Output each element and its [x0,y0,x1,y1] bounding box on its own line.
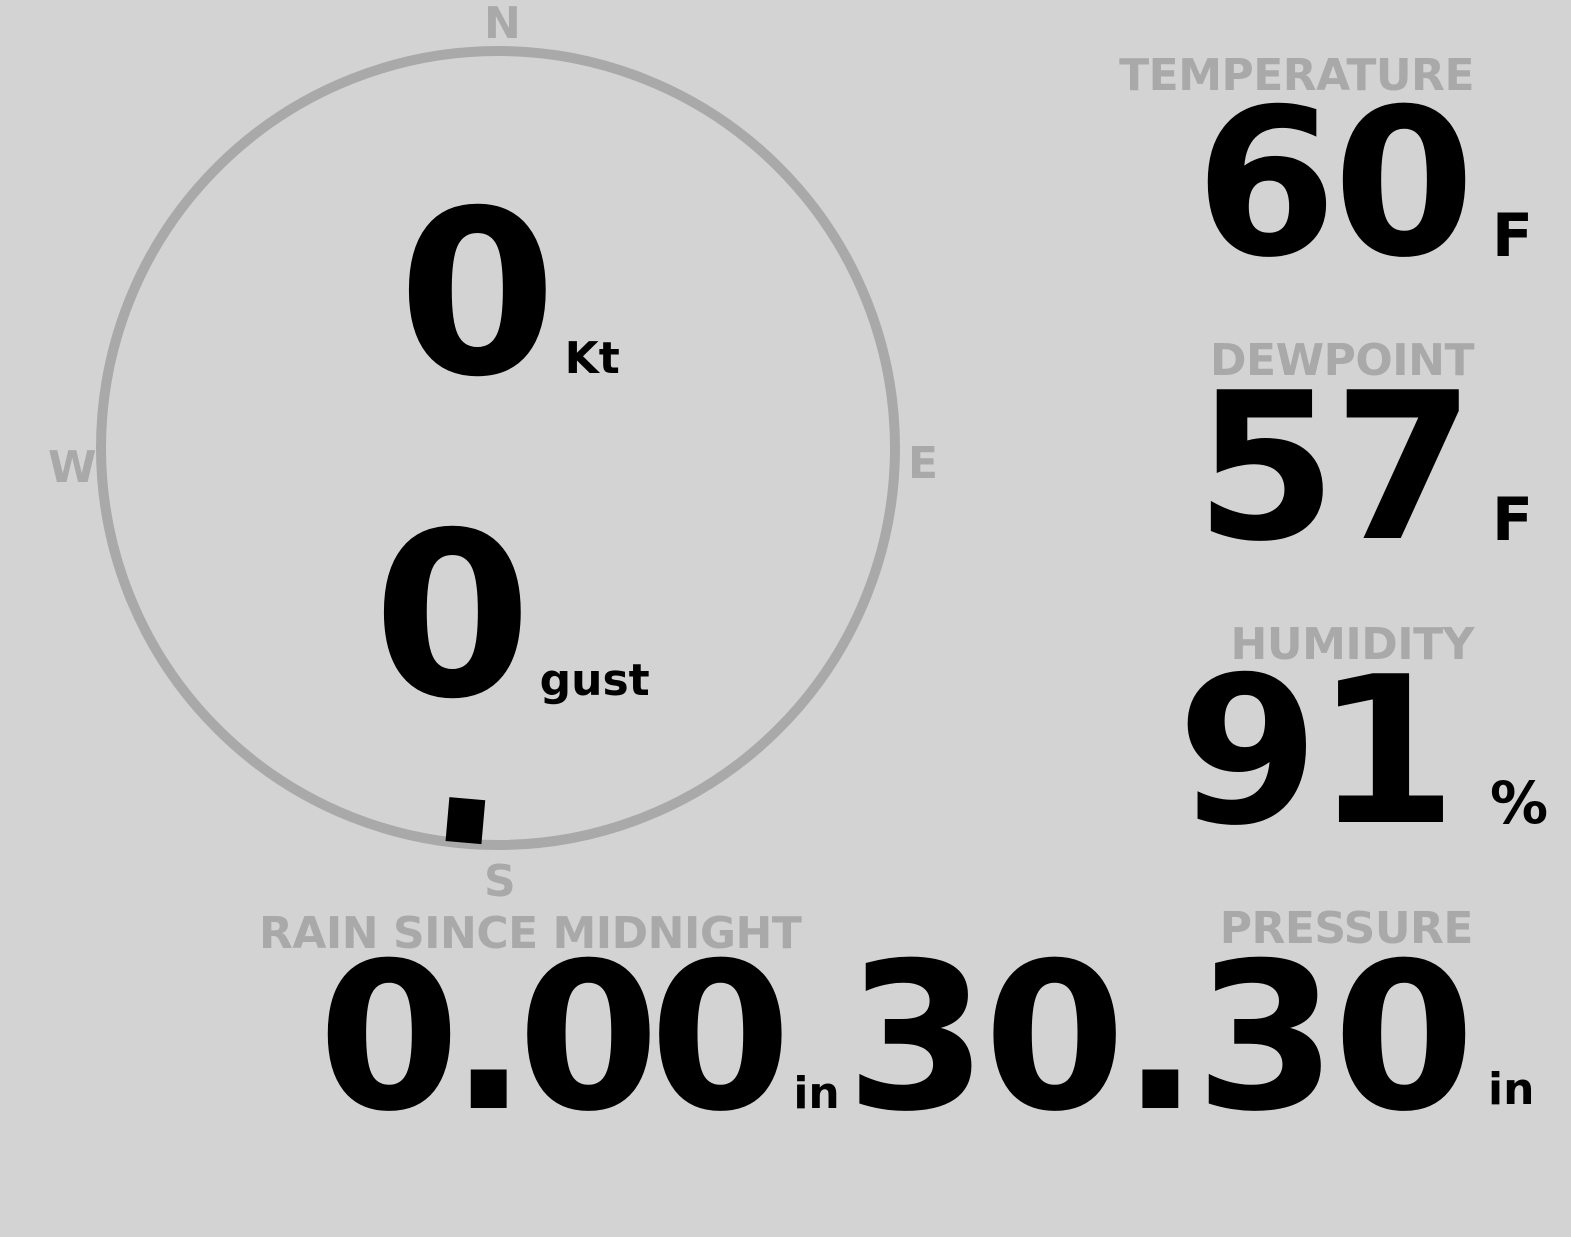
pressure-label: PRESSURE [1219,903,1474,954]
dewpoint-value: 57 [1195,350,1475,587]
compass [96,46,900,850]
rain-unit: in [793,1068,840,1119]
compass-west-label: W [48,442,97,493]
humidity-unit: % [1490,769,1549,837]
rain-label: RAIN SINCE MIDNIGHT [259,908,802,959]
wind-speed-value: 0 [398,161,557,427]
pressure-value: 30.30 [845,920,1475,1157]
compass-north-label: N [484,0,521,49]
gust-value: 0 [373,483,532,749]
compass-east-label: E [908,438,939,489]
gust-readout: 0 gust [373,483,650,749]
wind-speed-readout: 0 Kt [398,161,620,427]
humidity-label: HUMIDITY [1230,619,1475,670]
pressure-unit: in [1488,1064,1535,1115]
gust-label: gust [539,655,650,706]
compass-ring [96,46,900,850]
wind-direction-marker [445,797,486,845]
compass-south-label: S [484,856,516,907]
dewpoint-unit: F [1492,485,1533,555]
humidity-value: 91 [1177,634,1457,871]
rain-readout: 0.00 in [318,920,840,1157]
rain-value: 0.00 [318,920,791,1157]
temperature-unit: F [1492,201,1533,271]
temperature-label: TEMPERATURE [1119,50,1474,101]
dewpoint-label: DEWPOINT [1210,335,1474,386]
temperature-value: 60 [1195,66,1475,303]
wind-speed-unit: Kt [564,333,620,384]
